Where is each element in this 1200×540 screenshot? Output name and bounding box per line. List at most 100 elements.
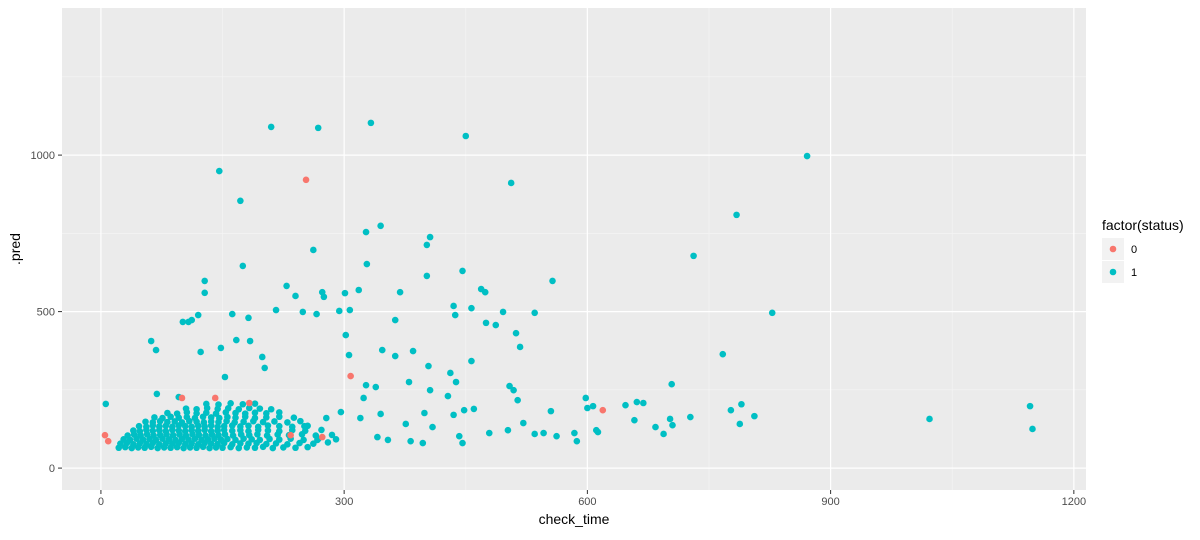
data-point-status-1 xyxy=(363,260,371,268)
data-point-status-1 xyxy=(468,357,475,365)
data-point-status-1 xyxy=(549,277,556,285)
data-point-status-1 xyxy=(367,119,375,127)
data-point-status-1 xyxy=(450,411,457,419)
data-point-status-1 xyxy=(267,123,275,131)
data-point-status-1 xyxy=(197,348,204,356)
data-point-status-1 xyxy=(261,364,268,372)
data-point-status-1 xyxy=(227,400,234,407)
data-point-status-1 xyxy=(153,390,161,398)
legend-title: factor(status) xyxy=(1102,217,1184,233)
legend-key-dot xyxy=(1109,268,1117,276)
data-point-status-1 xyxy=(660,430,667,438)
data-point-status-1 xyxy=(391,316,399,324)
data-point-status-1 xyxy=(232,414,239,422)
data-point-status-1 xyxy=(462,132,470,140)
data-point-status-1 xyxy=(275,422,283,430)
data-point-status-1 xyxy=(237,197,244,205)
data-point-status-1 xyxy=(239,262,247,270)
data-point-status-1 xyxy=(374,433,381,441)
data-point-status-1 xyxy=(450,302,457,310)
data-point-status-1 xyxy=(512,329,520,337)
data-point-status-1 xyxy=(362,381,370,389)
data-point-status-1 xyxy=(573,437,581,445)
data-point-status-1 xyxy=(652,423,659,431)
data-point-status-1 xyxy=(455,432,463,440)
data-point-status-1 xyxy=(313,310,320,318)
data-point-status-1 xyxy=(263,410,270,417)
data-point-status-1 xyxy=(188,423,196,431)
data-point-status-1 xyxy=(328,431,336,439)
data-point-status-1 xyxy=(736,420,744,428)
data-point-status-1 xyxy=(200,419,208,426)
data-point-status-1 xyxy=(733,211,740,219)
data-point-status-1 xyxy=(738,400,745,408)
data-point-status-1 xyxy=(300,436,307,444)
data-point-status-1 xyxy=(337,408,345,416)
data-point-status-1 xyxy=(346,306,354,314)
data-point-status-1 xyxy=(254,423,262,431)
data-point-status-1 xyxy=(221,373,229,381)
data-point-status-1 xyxy=(751,412,758,420)
data-point-status-1 xyxy=(377,410,384,418)
data-point-status-1 xyxy=(531,309,538,317)
data-point-status-1 xyxy=(631,416,638,424)
panel-background xyxy=(62,8,1086,490)
data-point-status-1 xyxy=(341,289,349,297)
data-point-status-0 xyxy=(287,431,294,439)
data-point-status-1 xyxy=(384,436,392,444)
data-point-status-0 xyxy=(245,399,253,407)
data-point-status-1 xyxy=(520,419,527,427)
data-point-status-1 xyxy=(135,422,143,430)
data-point-status-1 xyxy=(264,427,272,434)
data-point-status-1 xyxy=(292,292,299,300)
data-point-status-0 xyxy=(302,176,310,184)
data-point-status-1 xyxy=(377,222,384,230)
data-point-status-1 xyxy=(444,392,452,400)
data-point-status-1 xyxy=(429,423,436,431)
data-point-status-0 xyxy=(318,433,326,441)
data-point-status-1 xyxy=(245,314,252,322)
data-point-status-1 xyxy=(447,369,454,377)
data-points xyxy=(101,119,1036,452)
data-point-status-1 xyxy=(149,419,157,426)
data-point-status-1 xyxy=(194,311,202,319)
data-point-status-1 xyxy=(481,288,489,296)
data-point-status-1 xyxy=(622,401,629,409)
data-point-status-1 xyxy=(470,405,478,413)
data-point-status-0 xyxy=(178,394,186,402)
data-point-status-1 xyxy=(152,346,160,354)
data-point-status-1 xyxy=(297,417,304,425)
data-point-status-1 xyxy=(233,336,240,344)
data-point-status-1 xyxy=(283,282,290,290)
x-tick-label: 1200 xyxy=(1062,496,1086,508)
data-point-status-1 xyxy=(284,441,291,448)
data-point-status-1 xyxy=(304,443,311,451)
data-point-status-1 xyxy=(215,401,222,408)
y-tick-label: 1000 xyxy=(31,150,55,162)
data-point-status-1 xyxy=(194,427,202,435)
data-point-status-1 xyxy=(151,414,158,421)
data-point-status-1 xyxy=(372,383,380,391)
data-point-status-1 xyxy=(360,394,367,402)
data-point-status-1 xyxy=(179,318,187,326)
data-point-status-1 xyxy=(402,420,410,428)
data-point-status-1 xyxy=(407,437,414,445)
data-point-status-1 xyxy=(224,405,232,412)
data-point-status-1 xyxy=(193,405,200,413)
data-point-status-1 xyxy=(405,378,413,386)
y-tick-label: 0 xyxy=(49,463,55,475)
data-point-status-1 xyxy=(240,418,247,426)
data-point-status-1 xyxy=(803,152,811,160)
data-point-status-1 xyxy=(324,439,332,446)
data-point-status-1 xyxy=(582,394,590,402)
data-point-status-1 xyxy=(687,413,694,421)
data-point-status-1 xyxy=(926,415,933,423)
axes: 0 300 600 900 1200 0 500 1000 xyxy=(31,150,1087,508)
data-point-status-1 xyxy=(149,427,157,435)
data-point-status-1 xyxy=(499,308,507,316)
data-point-status-1 xyxy=(419,439,427,447)
x-tick-label: 300 xyxy=(335,496,353,508)
data-point-status-1 xyxy=(425,362,432,370)
data-point-status-1 xyxy=(165,435,173,443)
data-point-status-1 xyxy=(292,444,299,452)
